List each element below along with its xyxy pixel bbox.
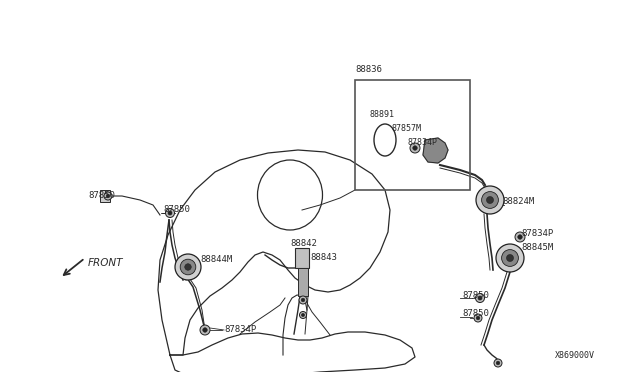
Circle shape — [476, 186, 504, 214]
Circle shape — [168, 211, 172, 215]
Text: 88824M: 88824M — [502, 196, 534, 205]
Circle shape — [515, 232, 525, 242]
Circle shape — [481, 192, 499, 208]
Circle shape — [496, 361, 500, 365]
Circle shape — [506, 254, 513, 262]
Circle shape — [478, 296, 482, 300]
Circle shape — [494, 359, 502, 367]
Text: 88836: 88836 — [355, 65, 382, 74]
Text: 87834P: 87834P — [521, 228, 553, 237]
Circle shape — [301, 314, 305, 317]
Circle shape — [166, 208, 175, 218]
Circle shape — [106, 194, 110, 198]
Circle shape — [200, 325, 210, 335]
Text: 88843: 88843 — [310, 253, 337, 262]
Bar — [298, 268, 308, 296]
Text: 87850: 87850 — [88, 192, 115, 201]
Text: 88844M: 88844M — [200, 256, 232, 264]
Circle shape — [410, 143, 420, 153]
Text: 87850: 87850 — [462, 292, 489, 301]
Polygon shape — [423, 138, 448, 163]
Circle shape — [476, 316, 480, 320]
Circle shape — [518, 235, 522, 239]
Circle shape — [496, 244, 524, 272]
Text: 87857M: 87857M — [392, 124, 422, 133]
Text: FRONT: FRONT — [88, 258, 124, 268]
Bar — [355, 80, 470, 190]
Circle shape — [502, 250, 518, 266]
Text: 87834P: 87834P — [407, 138, 437, 147]
Circle shape — [413, 146, 417, 150]
Text: 88845M: 88845M — [521, 243, 553, 251]
Circle shape — [175, 254, 201, 280]
Text: 87850: 87850 — [462, 310, 489, 318]
Bar — [295, 248, 309, 268]
Circle shape — [301, 298, 305, 302]
Circle shape — [474, 314, 482, 322]
Bar — [100, 190, 110, 202]
Text: 87850: 87850 — [163, 205, 190, 215]
Circle shape — [486, 196, 493, 203]
Circle shape — [476, 294, 484, 302]
Circle shape — [203, 328, 207, 332]
Circle shape — [299, 296, 307, 304]
Circle shape — [104, 192, 112, 200]
Text: 87834P: 87834P — [224, 324, 256, 334]
Circle shape — [180, 259, 196, 275]
Text: X869000V: X869000V — [555, 352, 595, 360]
Text: 88842: 88842 — [290, 240, 317, 248]
Circle shape — [300, 311, 307, 318]
Text: 88891: 88891 — [370, 110, 395, 119]
Circle shape — [185, 264, 191, 270]
